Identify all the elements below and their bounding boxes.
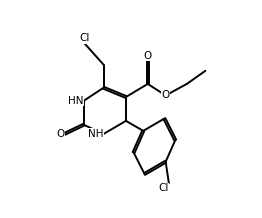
Text: O: O xyxy=(162,90,170,100)
Text: NH: NH xyxy=(88,129,103,139)
Text: O: O xyxy=(56,129,64,139)
Text: O: O xyxy=(144,51,152,61)
Text: Cl: Cl xyxy=(159,183,169,193)
Text: Cl: Cl xyxy=(79,33,90,43)
Text: HN: HN xyxy=(68,96,84,106)
